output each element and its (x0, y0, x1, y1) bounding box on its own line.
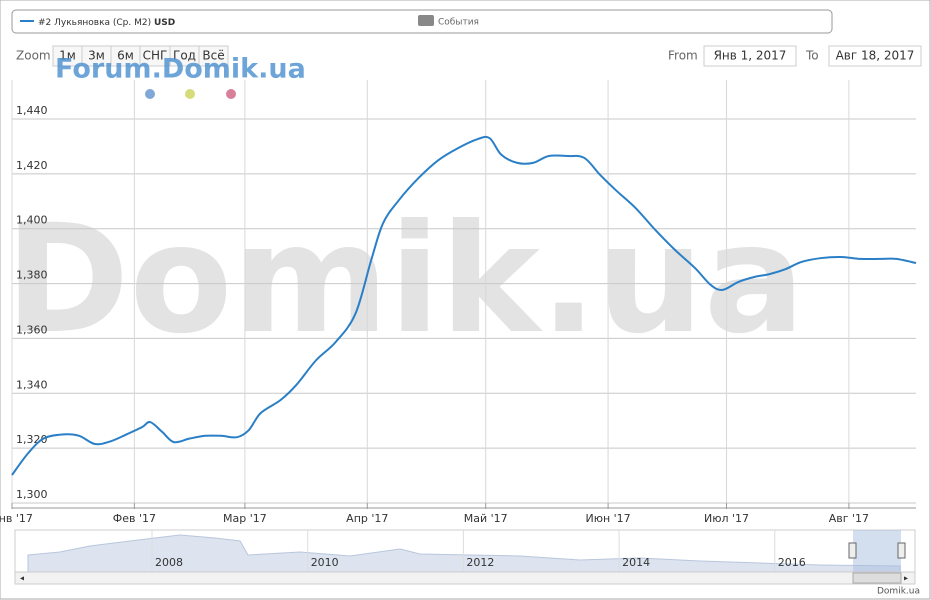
navigator-year: 2010 (311, 556, 339, 569)
zoom-button-label: Год (173, 49, 196, 63)
y-tick-label: 1,380 (16, 269, 48, 282)
scrollbar[interactable] (14, 571, 916, 585)
to-input[interactable] (828, 45, 922, 67)
background-text: Domik.ua (5, 193, 805, 367)
dot (226, 89, 236, 99)
navigator-year: 2008 (155, 556, 183, 569)
to-value: Авг 18, 2017 (836, 49, 915, 63)
y-tick-label: 1,420 (16, 159, 48, 172)
navigator-year: 2014 (622, 556, 650, 569)
line-series (11, 135, 917, 476)
zoom-button-label: 3м (88, 49, 105, 63)
legend-label[interactable]: #2 Лукьяновка (Ср. М2) USD (38, 18, 175, 28)
x-tick-label: Янв '17 (0, 512, 33, 525)
navigator-selection[interactable] (853, 530, 901, 572)
zoom-buttons: 1м 3м 6м СНГ Год Всё (52, 45, 229, 67)
y-tick-label: 1,400 (16, 214, 48, 227)
zoom-button-label: 1м (59, 49, 76, 63)
scroll-left[interactable]: ◂ (20, 574, 24, 583)
x-tick-label: Июл '17 (704, 512, 749, 525)
dot (185, 89, 195, 99)
y-tick-label: 1,360 (16, 323, 48, 336)
x-tick-label: Апр '17 (346, 512, 388, 525)
x-tick-label: Май '17 (464, 512, 508, 525)
navigator-year: 2016 (778, 556, 806, 569)
zoom-button-label: Всё (202, 49, 224, 63)
navigator-series (27, 534, 901, 573)
events-label[interactable]: События (438, 18, 479, 28)
watermark: Forum.Domik.ua (55, 54, 306, 85)
legend-unit: USD (154, 18, 175, 28)
navigator-handle[interactable] (897, 542, 906, 559)
x-tick-label: Июн '17 (585, 512, 630, 525)
zoom-button[interactable] (198, 45, 229, 67)
to-label: To (805, 49, 819, 63)
x-tick-label: Мар '17 (223, 512, 267, 525)
navigator-handle[interactable] (848, 542, 857, 559)
from-input[interactable] (703, 45, 797, 67)
scroll-right[interactable]: ▸ (904, 574, 908, 583)
x-tick-label: Авг '17 (829, 512, 869, 525)
y-tick-label: 1,320 (16, 433, 48, 446)
credits: Domik.ua (877, 587, 920, 597)
events-swatch (418, 15, 434, 26)
zoom-button-label: 6м (117, 49, 134, 63)
y-tick-label: 1,440 (16, 104, 48, 117)
y-tick-label: 1,340 (16, 378, 48, 391)
from-label: From (668, 49, 698, 63)
zoom-label: Zoom (16, 49, 51, 63)
dot (145, 89, 155, 99)
zoom-button-label: СНГ (143, 49, 168, 63)
x-tick-label: Фев '17 (113, 512, 156, 525)
y-tick-label: 1,300 (16, 488, 48, 501)
legend-name: #2 Лукьяновка (Ср. М2) (38, 18, 151, 28)
navigator-year: 2012 (466, 556, 494, 569)
scrollbar-thumb[interactable] (852, 572, 902, 584)
from-value: Янв 1, 2017 (714, 49, 787, 63)
